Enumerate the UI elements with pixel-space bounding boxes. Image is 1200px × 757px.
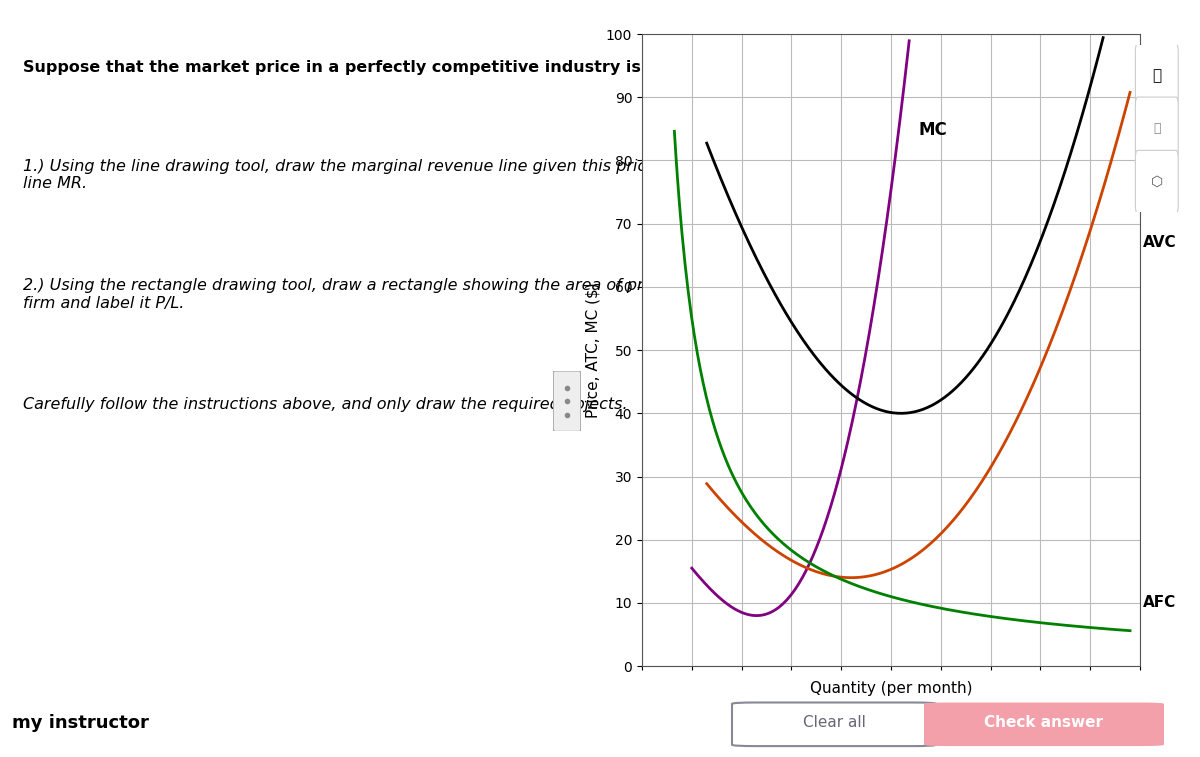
FancyBboxPatch shape — [1135, 151, 1178, 213]
Text: ATC: ATC — [1142, 153, 1175, 168]
Text: 🔍: 🔍 — [1152, 68, 1162, 83]
Text: 1.) Using the line drawing tool, draw the marginal revenue line given this price: 1.) Using the line drawing tool, draw th… — [23, 159, 776, 192]
Text: 🔍: 🔍 — [1153, 122, 1160, 136]
Y-axis label: Price, ATC, MC ($): Price, ATC, MC ($) — [586, 282, 600, 418]
FancyBboxPatch shape — [924, 702, 1164, 746]
Text: Check answer: Check answer — [984, 715, 1104, 731]
FancyBboxPatch shape — [732, 702, 936, 746]
Text: my instructor: my instructor — [12, 714, 149, 732]
FancyBboxPatch shape — [1135, 97, 1178, 160]
Text: 2.) Using the rectangle drawing tool, draw a rectangle showing the area of profi: 2.) Using the rectangle drawing tool, dr… — [23, 278, 779, 310]
Text: Carefully follow the instructions above, and only draw the required objects.: Carefully follow the instructions above,… — [23, 397, 628, 413]
Text: Suppose that the market price in a perfectly competitive industry is $50 per uni: Suppose that the market price in a perfe… — [23, 60, 763, 75]
FancyBboxPatch shape — [1135, 44, 1178, 107]
X-axis label: Quantity (per month): Quantity (per month) — [810, 681, 972, 696]
Text: ⬡: ⬡ — [1151, 175, 1163, 189]
Text: Clear all: Clear all — [803, 715, 865, 731]
Text: AVC: AVC — [1142, 235, 1176, 250]
Text: AFC: AFC — [1142, 596, 1176, 610]
FancyBboxPatch shape — [553, 371, 581, 431]
Text: MC: MC — [918, 121, 947, 139]
